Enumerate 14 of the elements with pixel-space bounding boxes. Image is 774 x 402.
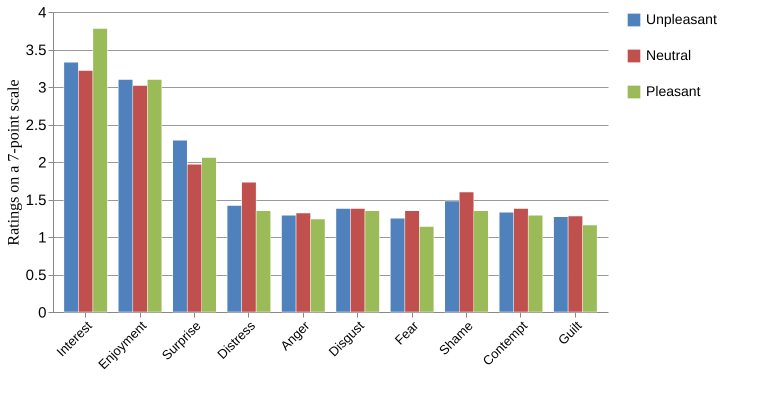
legend-label: Pleasant xyxy=(646,83,701,99)
x-tick-label: Guilt xyxy=(555,318,585,348)
y-tick-label: 1.5 xyxy=(26,192,46,209)
y-tick-label: 2.5 xyxy=(26,117,46,134)
y-tick-label: 1 xyxy=(38,230,46,246)
legend-label: Neutral xyxy=(646,47,692,63)
y-tick-label: 2 xyxy=(38,154,46,172)
y-tick-label: 3.5 xyxy=(26,42,46,59)
y-tick-label: 4 xyxy=(38,4,46,22)
y-tick-label: 0 xyxy=(38,304,46,322)
y-tick-label: 0.5 xyxy=(26,267,46,284)
legend-label: Unpleasant xyxy=(646,11,717,27)
y-axis-title: Ratings on a 7-point scale xyxy=(6,79,23,246)
y-tick-label: 3 xyxy=(38,80,46,96)
